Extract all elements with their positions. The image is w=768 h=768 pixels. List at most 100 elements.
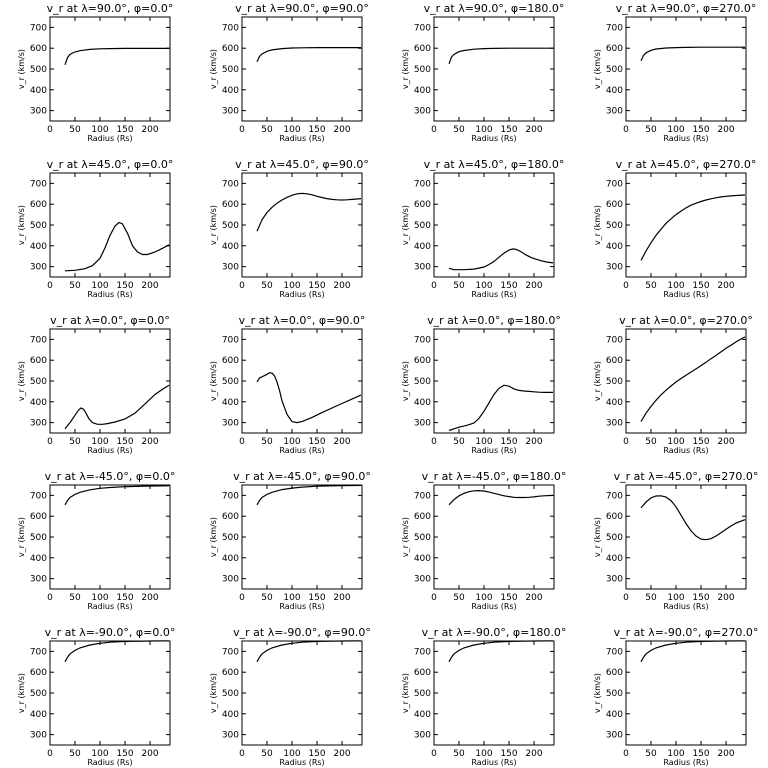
y-tick-label: 300 [30,731,47,741]
series-line [256,46,361,62]
plot-frame [241,16,363,122]
x-tick-label: 200 [525,281,542,291]
x-tick-label: 150 [116,437,133,447]
x-axis-label: Radius (Rs) [87,290,132,299]
plot-frame [625,172,747,278]
x-axis-label: Radius (Rs) [87,134,132,143]
y-tick-label: 700 [222,647,239,657]
y-tick-label: 400 [30,242,47,252]
chart-title: v_r at λ=45.0°, φ=270.0° [616,158,757,171]
panel-3-2: v_r at λ=-45.0°, φ=180.0° 0 50 100 150 200 300… [401,470,566,611]
panel-3-0: v_r at λ=-45.0°, φ=0.0° 0 50 100 150 200 300 40… [17,470,175,611]
panel-0-1: v_r at λ=90.0°, φ=90.0° 0 50 100 150 200 300 40… [209,2,369,143]
y-tick-label: 300 [30,107,47,117]
y-tick-label: 600 [222,44,239,54]
x-axis-label: Radius (Rs) [663,134,708,143]
y-tick-label: 500 [606,533,623,543]
series-line [448,47,553,65]
y-tick-label: 400 [30,398,47,408]
panel-3-3: v_r at λ=-45.0°, φ=270.0° 0 50 100 150 200 300… [593,470,758,611]
y-tick-label: 500 [30,689,47,699]
y-tick-label: 400 [30,554,47,564]
plot-frame [433,16,555,122]
panel-3-1: v_r at λ=-45.0°, φ=90.0° 0 50 100 150 200 300 4… [209,470,371,611]
x-tick-label: 100 [91,281,108,291]
chart-title: v_r at λ=45.0°, φ=90.0° [235,158,369,171]
y-tick-label: 700 [606,335,623,345]
panel-4-3: v_r at λ=-90.0°, φ=270.0° 0 50 100 150 200 300… [593,626,758,767]
x-tick-label: 50 [453,593,465,603]
y-axis-label: v_r (km/s) [593,673,602,713]
x-tick-label: 200 [141,125,158,135]
series-line [640,640,746,663]
y-axis-label: v_r (km/s) [17,517,26,557]
y-tick-label: 700 [222,179,239,189]
series-line [448,640,554,663]
x-tick-label: 150 [116,749,133,759]
x-tick-label: 50 [261,593,273,603]
x-tick-label: 100 [283,281,300,291]
y-tick-label: 600 [30,44,47,54]
x-tick-label: 0 [623,437,629,447]
x-tick-label: 200 [717,593,734,603]
x-tick-label: 200 [333,437,350,447]
chart-title: v_r at λ=90.0°, φ=90.0° [235,2,369,15]
y-tick-label: 400 [414,554,431,564]
panel-0-2: v_r at λ=90.0°, φ=180.0° 0 50 100 150 200 300 4… [401,2,564,143]
y-tick-label: 500 [222,377,239,387]
x-axis-label: Radius (Rs) [471,602,516,611]
x-tick-label: 100 [667,281,684,291]
panel-4-1: v_r at λ=-90.0°, φ=90.0° 0 50 100 150 200 300 4… [209,626,371,767]
y-tick-label: 500 [30,65,47,75]
x-axis-label: Radius (Rs) [663,290,708,299]
y-axis-label: v_r (km/s) [17,49,26,89]
x-tick-label: 100 [667,593,684,603]
y-tick-label: 400 [606,710,623,720]
x-tick-label: 100 [475,437,492,447]
y-tick-label: 500 [222,533,239,543]
x-tick-label: 200 [717,437,734,447]
x-tick-label: 100 [475,749,492,759]
x-tick-label: 0 [239,593,245,603]
y-tick-label: 400 [30,86,47,96]
chart-title: v_r at λ=-45.0°, φ=90.0° [233,470,371,483]
x-tick-label: 200 [333,593,350,603]
y-tick-label: 500 [30,221,47,231]
y-axis-label: v_r (km/s) [401,49,410,89]
y-tick-label: 500 [414,221,431,231]
y-tick-label: 700 [606,491,623,501]
x-axis-label: Radius (Rs) [471,446,516,455]
x-tick-label: 50 [453,125,465,135]
series-line [640,495,746,541]
y-axis-label: v_r (km/s) [209,517,218,557]
y-tick-label: 600 [414,356,431,366]
y-tick-label: 700 [414,23,431,33]
x-axis-label: Radius (Rs) [471,758,516,767]
y-tick-label: 500 [222,221,239,231]
y-tick-label: 700 [30,179,47,189]
x-tick-label: 50 [69,749,81,759]
x-tick-label: 0 [431,125,437,135]
panel-4-2: v_r at λ=-90.0°, φ=180.0° 0 50 100 150 200 300… [401,626,566,767]
y-tick-label: 600 [222,200,239,210]
plot-frame [625,484,747,590]
x-tick-label: 200 [717,281,734,291]
y-tick-label: 400 [414,242,431,252]
y-tick-label: 500 [606,221,623,231]
x-tick-label: 150 [116,281,133,291]
x-tick-label: 150 [308,437,325,447]
x-tick-label: 150 [116,593,133,603]
y-tick-label: 400 [414,710,431,720]
y-tick-label: 300 [606,575,623,585]
x-tick-label: 100 [283,125,300,135]
y-tick-label: 700 [606,647,623,657]
y-tick-label: 300 [30,263,47,273]
x-tick-label: 150 [692,749,709,759]
y-axis-label: v_r (km/s) [401,361,410,401]
panel-2-3: v_r at λ=0.0°, φ=270.0° 0 50 100 150 200 300 40… [593,314,753,455]
plot-frame [49,16,171,122]
y-tick-label: 300 [222,263,239,273]
x-tick-label: 200 [525,437,542,447]
plot-frame [433,484,555,590]
